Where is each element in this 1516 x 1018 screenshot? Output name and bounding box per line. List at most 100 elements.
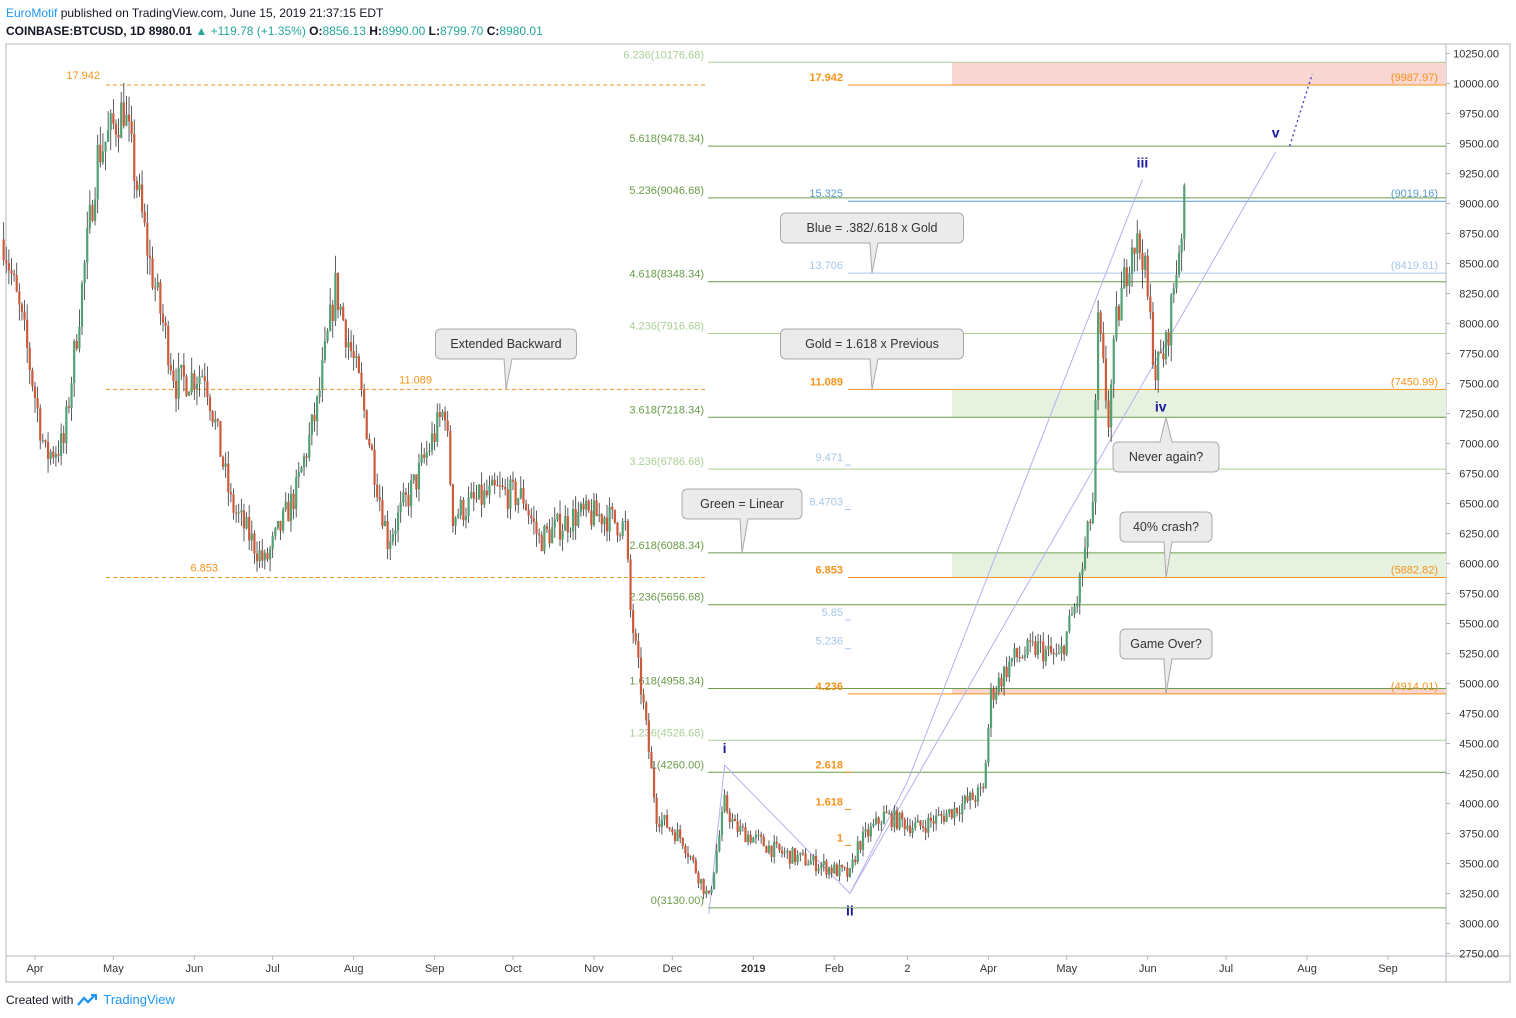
candle-body (992, 688, 995, 700)
candle (1070, 606, 1074, 616)
callout-6[interactable]: Game Over? (1119, 628, 1213, 694)
price-axis[interactable]: 10250.00 10000.00 9750.00 9500.00 9250.00 900… (1446, 49, 1499, 961)
callout-0[interactable]: Extended Backward (435, 328, 577, 390)
callout-2[interactable]: Gold = 1.618 x Previous (780, 328, 964, 390)
candle (663, 814, 666, 826)
candle (906, 817, 909, 832)
callout-notes[interactable]: Extended Backward Blue = .382/.618 x Gold… (435, 212, 1220, 694)
candle (702, 878, 705, 900)
candle (1162, 340, 1165, 368)
callout-bubble[interactable] (1119, 628, 1213, 694)
y-tick-label-8: 8250.00 (1459, 289, 1499, 301)
candle (566, 507, 569, 543)
candle (1031, 631, 1034, 647)
candle (817, 863, 820, 874)
candle-body (415, 474, 418, 490)
candle (1081, 562, 1084, 587)
candle (326, 328, 329, 344)
callout-bubble[interactable] (435, 328, 577, 390)
candle (655, 793, 658, 832)
candle (313, 402, 316, 432)
callout-3[interactable]: Green = Linear (681, 488, 803, 553)
candle-body (519, 488, 522, 499)
candle (1157, 351, 1160, 393)
candle (297, 462, 300, 488)
candle (796, 850, 799, 866)
candle-body (919, 820, 922, 826)
candle-body (616, 522, 619, 536)
gold-label-2: 6.853 (815, 565, 843, 577)
callout-bubble[interactable] (681, 488, 803, 553)
candle-body (78, 326, 81, 349)
callout-bubble[interactable] (1119, 511, 1213, 578)
y-tick-label-29: 3000.00 (1459, 919, 1499, 931)
candle (916, 814, 919, 823)
time-axis[interactable]: Apr May Jun Jul Aug Sep Oct Nov Dec 2019 Feb 2 Apr Ma… (26, 956, 1398, 975)
wave-count-line[interactable] (708, 179, 1143, 914)
candle (741, 823, 744, 832)
candle (203, 363, 206, 398)
candle-body (193, 373, 196, 390)
candle-body (1057, 653, 1061, 655)
candle-body (60, 433, 63, 456)
candle-body (180, 364, 183, 368)
candle (357, 353, 360, 374)
candle-body (1002, 666, 1006, 687)
candle (67, 396, 71, 414)
candle (843, 866, 846, 871)
fib-label-4: 4.236(7916.68) (629, 320, 704, 332)
tradingview-brand[interactable]: TradingView (103, 992, 175, 1007)
candle-body (710, 888, 713, 893)
candle-body (276, 520, 280, 529)
x-tick-label-13: May (1056, 963, 1077, 975)
wave-channel-line[interactable] (849, 151, 1277, 894)
candle (1073, 603, 1076, 619)
candle-body (506, 489, 509, 509)
candle-body (279, 520, 282, 531)
candle (770, 845, 773, 863)
candle (974, 795, 977, 808)
gold-price-label-0: (9987.97) (1391, 72, 1438, 84)
chart-header: EuroMotif published on TradingView.com, … (6, 4, 543, 40)
candle-body (864, 829, 867, 832)
candle (446, 411, 449, 437)
symbol-label[interactable]: COINBASE:BTCUSD, 1D (6, 24, 146, 38)
candle-body (1065, 631, 1068, 655)
candle (1052, 648, 1055, 665)
callout-bubble[interactable] (780, 212, 964, 274)
candle-body (791, 848, 794, 864)
trend-lines[interactable] (708, 73, 1313, 914)
candle (736, 813, 739, 838)
candle (1034, 635, 1037, 658)
candle-body (370, 445, 374, 450)
callout-4[interactable]: Never again? (1112, 417, 1220, 473)
candle-body (762, 836, 765, 847)
candle (874, 811, 878, 826)
candle-body (780, 850, 784, 854)
candle-body (846, 867, 849, 877)
candle-body (198, 376, 201, 385)
y-tick-label-18: 5750.00 (1459, 589, 1499, 601)
candle-body (365, 410, 368, 439)
candle-body (381, 499, 384, 527)
candle-body (1044, 649, 1047, 662)
candle-body (861, 831, 865, 850)
candle-body (1000, 677, 1003, 687)
candle-body (44, 440, 47, 443)
callout-1[interactable]: Blue = .382/.618 x Gold (780, 212, 964, 274)
candle-body (52, 451, 55, 458)
callout-bubble[interactable] (780, 328, 964, 390)
candle-body (389, 541, 392, 550)
callout-5[interactable]: 40% crash? (1119, 511, 1213, 578)
callout-bubble[interactable] (1112, 417, 1220, 473)
candle-body (848, 868, 852, 877)
fib-label-0: 6.236(10176.68) (623, 49, 704, 61)
candle-body (820, 865, 823, 869)
candle (767, 840, 771, 855)
author-link[interactable]: EuroMotif (6, 6, 58, 20)
candle-body (62, 433, 65, 443)
candle (407, 482, 410, 516)
candle-body (940, 814, 943, 817)
fib-label-6: 3.236(6786.68) (629, 456, 704, 468)
